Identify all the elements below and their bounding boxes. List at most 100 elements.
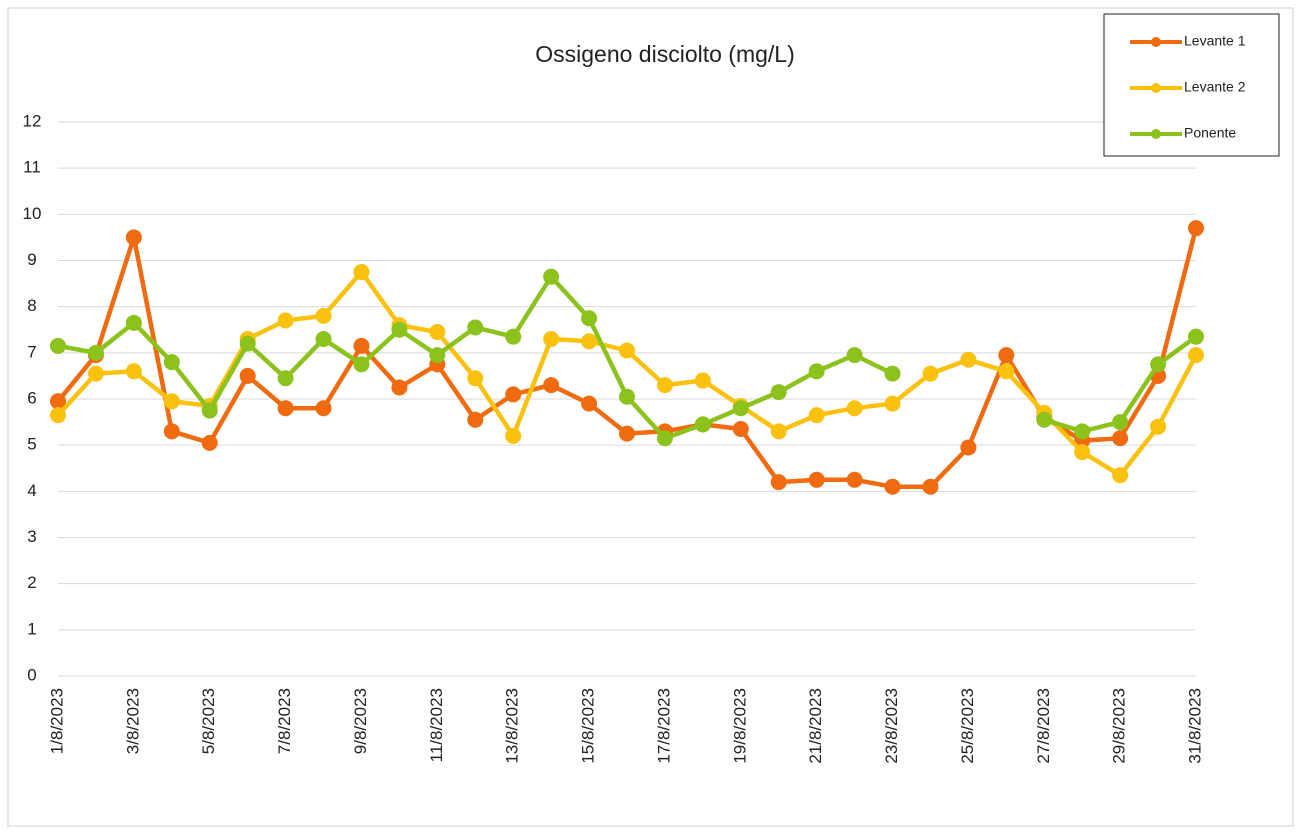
data-point [315, 307, 332, 324]
data-point [50, 337, 66, 354]
x-tick-label: 17/8/2023 [654, 688, 673, 764]
x-tick-label: 23/8/2023 [882, 688, 901, 764]
x-tick-label: 25/8/2023 [958, 688, 977, 764]
x-tick-label: 5/8/2023 [199, 688, 218, 754]
y-tick-label: 0 [27, 665, 36, 684]
data-point [391, 321, 408, 338]
data-point [277, 312, 294, 329]
data-point [87, 365, 104, 382]
x-tick-label: 11/8/2023 [427, 688, 446, 762]
data-point [884, 395, 901, 412]
x-tick-label: 7/8/2023 [275, 688, 294, 754]
data-point [656, 377, 673, 394]
data-point [732, 400, 749, 417]
x-tick-label: 15/8/2023 [579, 688, 598, 764]
data-point [694, 416, 711, 433]
data-point [846, 400, 863, 417]
data-point [846, 347, 863, 364]
data-point [922, 478, 939, 495]
data-point [619, 388, 635, 405]
y-tick-label: 4 [27, 481, 36, 500]
y-tick-label: 3 [27, 527, 36, 546]
data-point [125, 229, 142, 246]
data-point [770, 423, 787, 440]
data-point [1188, 347, 1204, 364]
y-tick-label: 12 [23, 111, 42, 130]
legend: Levante 1 Levante 2 Ponente [1103, 13, 1280, 157]
x-tick-label: 3/8/2023 [123, 688, 142, 754]
data-point [50, 393, 66, 410]
data-point [1112, 430, 1129, 447]
data-point [467, 370, 484, 387]
data-point [1150, 356, 1167, 373]
data-point [960, 439, 977, 456]
data-point [1036, 411, 1053, 428]
data-point [1074, 423, 1091, 440]
data-point [505, 386, 522, 403]
data-point [656, 430, 673, 447]
data-point [201, 434, 218, 451]
x-tick-label: 29/8/2023 [1110, 688, 1129, 764]
y-tick-label: 9 [27, 250, 36, 269]
data-point [732, 421, 749, 438]
data-point [505, 328, 522, 345]
data-point [884, 365, 901, 382]
data-point [619, 425, 635, 442]
data-point [581, 395, 598, 412]
data-point [353, 356, 370, 373]
y-tick-label: 10 [23, 204, 42, 223]
y-tick-label: 11 [23, 158, 41, 177]
data-point [125, 363, 142, 380]
data-point [429, 324, 446, 341]
legend-label: Levante 2 [1184, 79, 1246, 95]
data-point [163, 393, 180, 410]
data-point [467, 319, 484, 336]
data-point [1112, 467, 1129, 484]
chart-title: Ossigeno disciolto (mg/L) [535, 41, 795, 67]
data-point [960, 351, 977, 368]
data-point [770, 474, 787, 491]
data-point [353, 337, 370, 354]
data-point [505, 427, 522, 444]
y-tick-label: 5 [27, 435, 36, 454]
data-point [884, 478, 901, 495]
data-point [808, 407, 825, 424]
data-point [581, 310, 598, 327]
y-tick-label: 1 [27, 619, 36, 638]
data-point [239, 335, 256, 352]
legend-label: Ponente [1184, 125, 1236, 141]
data-point [998, 363, 1015, 380]
data-point [125, 314, 142, 331]
data-point [277, 400, 294, 417]
data-point [239, 367, 256, 384]
data-point [808, 363, 825, 380]
data-point [770, 384, 787, 401]
data-point [543, 377, 560, 394]
data-point [808, 471, 825, 488]
data-point [998, 347, 1015, 364]
data-point [163, 354, 180, 371]
data-point [391, 379, 408, 396]
y-tick-label: 7 [27, 342, 36, 361]
data-point [277, 370, 294, 387]
legend-label: Levante 1 [1184, 33, 1246, 49]
x-tick-label: 19/8/2023 [730, 688, 749, 764]
x-tick-label: 1/8/2023 [47, 688, 66, 754]
data-point [201, 402, 218, 419]
data-point [543, 330, 560, 347]
data-point [1188, 328, 1204, 345]
data-point [429, 347, 446, 364]
y-tick-label: 2 [27, 573, 36, 592]
x-tick-label: 9/8/2023 [351, 688, 370, 754]
x-tick-label: 21/8/2023 [806, 688, 825, 764]
data-point [922, 365, 939, 382]
data-point [467, 411, 484, 428]
data-point [1112, 414, 1129, 431]
x-tick-label: 27/8/2023 [1034, 688, 1053, 764]
data-point [50, 407, 66, 424]
data-point [87, 344, 104, 361]
legend-marker [1151, 129, 1161, 139]
data-point [163, 423, 180, 440]
